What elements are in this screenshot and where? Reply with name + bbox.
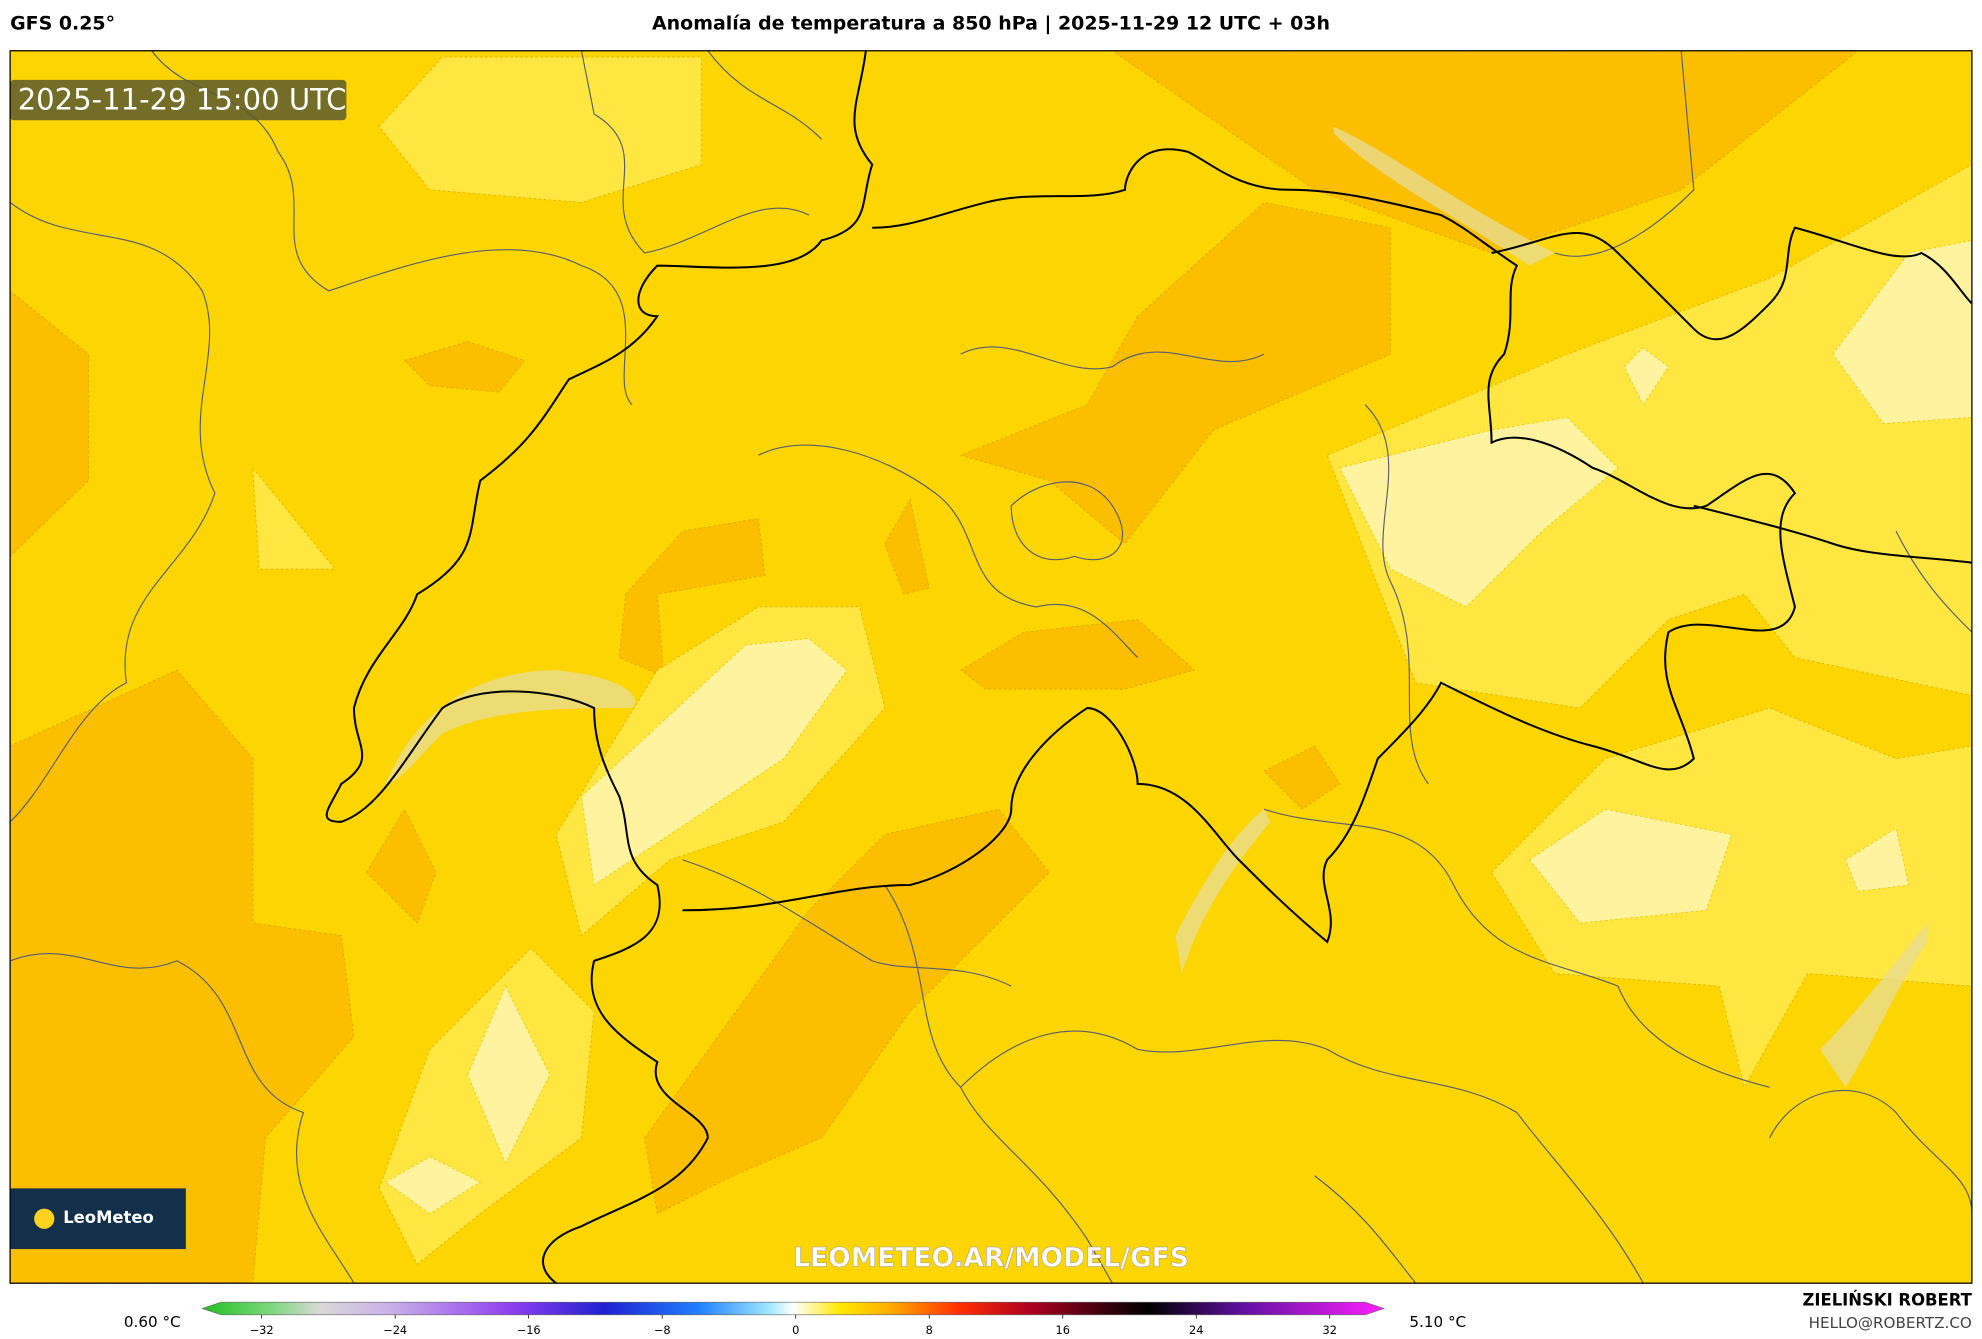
colorbar-tick-label: −16 [517,1323,541,1337]
colorbar-tick-label: −24 [383,1323,407,1337]
colorbar-tick-label: 8 [926,1323,933,1337]
colorbar-tick-label: 32 [1323,1323,1337,1337]
logo-sun [34,1208,55,1229]
colorbar-min: 0.60 °C [124,1313,181,1331]
map: 2025-11-29 15:00 UTC LeoMeteo LEOMETEO.A… [10,50,1972,1284]
admin-borders [10,50,1972,1284]
timestamp: 2025-11-29 15:00 UTC [18,82,347,116]
colorbar-ticks: −32 −24 −16 −8 0 8 16 24 32 [250,1314,1337,1337]
colorbar-tick-label: 24 [1189,1323,1203,1337]
warm-zones [10,50,1859,1284]
model-label: GFS 0.25° [10,13,115,35]
colorbar-tick-label: −8 [654,1323,671,1337]
colorbar-tick-label: −32 [250,1323,274,1337]
colorbar-tick-label: 0 [792,1323,799,1337]
colorbar-tick-label: 16 [1055,1323,1069,1337]
timestamp-box [10,79,347,121]
colorbar [201,1301,1386,1316]
credit-author: ZIELIŃSKI ROBERT [1802,1290,1972,1309]
map-title: Anomalía de temperatura a 850 hPa | 2025… [652,13,1330,35]
lakes [385,126,1928,1088]
credit-contact: HELLO@ROBERTZ.CO [1809,1314,1972,1332]
country-borders [325,50,1972,1284]
pale-zones [384,239,1972,1215]
watermark: LEOMETEO.AR/MODEL/GFS [793,1243,1189,1274]
colorbar-max: 5.10 °C [1409,1313,1466,1331]
logo-text: LeoMeteo [63,1208,154,1227]
map-frame [9,50,1973,1284]
